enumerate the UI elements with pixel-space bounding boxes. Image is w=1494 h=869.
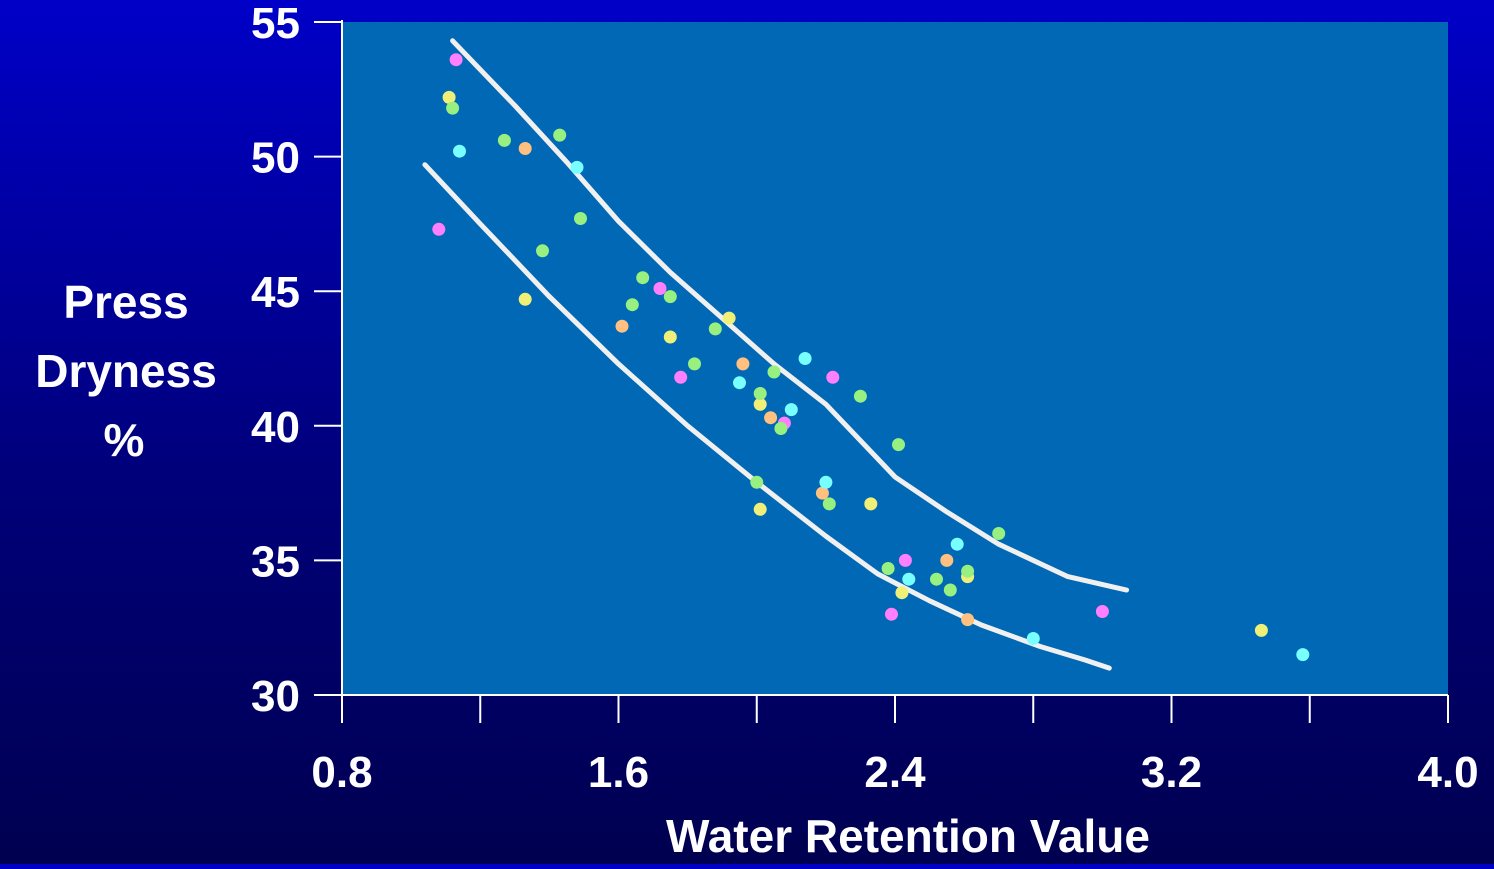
data-point: [961, 613, 975, 627]
data-point: [943, 583, 957, 597]
x-tick-label: 4.0: [1417, 748, 1478, 797]
data-points: [432, 53, 1310, 662]
data-point: [940, 553, 954, 567]
data-point: [892, 438, 905, 452]
data-point: [784, 403, 798, 417]
y-tick-label: 40: [251, 403, 300, 452]
y-ticks: 30 35 40 45 50 55: [251, 0, 342, 721]
data-point: [570, 160, 584, 174]
y-tick-label: 35: [251, 537, 300, 586]
curves: [422, 38, 1130, 671]
data-point: [674, 370, 688, 384]
data-point: [442, 90, 456, 104]
data-point: [449, 53, 463, 67]
y-tick-label: 45: [251, 268, 300, 317]
upper-envelope-curve: [450, 38, 1130, 593]
data-point: [536, 244, 549, 258]
data-point: [736, 357, 750, 371]
data-point: [615, 319, 629, 333]
data-point: [798, 352, 812, 365]
data-point: [961, 564, 975, 578]
data-point: [930, 572, 943, 586]
data-point: [1095, 605, 1109, 618]
data-point: [636, 271, 650, 285]
data-point: [950, 537, 964, 551]
data-point: [518, 292, 532, 306]
data-point: [826, 370, 840, 384]
x-ticks: 0.8 1.6 2.4 3.2 4.0: [311, 695, 1479, 797]
data-point: [722, 311, 736, 325]
data-point: [853, 389, 867, 403]
data-point: [663, 330, 677, 344]
data-point: [895, 586, 909, 600]
data-point: [822, 497, 836, 511]
data-point: [819, 475, 833, 489]
data-point: [1254, 623, 1268, 637]
data-point: [885, 607, 898, 621]
data-point: [518, 142, 532, 155]
y-tick-label: 55: [251, 0, 300, 48]
data-point: [753, 387, 767, 400]
data-point: [992, 527, 1006, 540]
data-point: [753, 502, 767, 516]
data-point: [446, 101, 460, 115]
data-point: [881, 562, 895, 575]
data-point: [453, 144, 466, 158]
data-point: [1296, 648, 1310, 662]
data-point: [497, 133, 511, 147]
data-point: [764, 411, 778, 425]
data-point: [574, 212, 587, 225]
data-point: [864, 497, 878, 511]
data-point: [663, 290, 677, 304]
x-axis-title: Water Retention Value: [666, 810, 1150, 862]
lower-envelope-curve: [422, 162, 1112, 671]
y-axis-title-line-1: Press: [63, 276, 188, 328]
data-point: [625, 298, 639, 312]
y-axis-title-line-3: %: [104, 414, 145, 466]
data-point: [902, 572, 916, 586]
data-point: [1026, 632, 1040, 645]
y-tick-label: 50: [251, 134, 300, 183]
data-point: [708, 322, 722, 336]
data-point: [753, 397, 767, 411]
data-point: [767, 365, 781, 379]
x-tick-label: 3.2: [1141, 748, 1202, 797]
data-point: [653, 282, 667, 295]
x-tick-label: 1.6: [588, 748, 649, 797]
data-point: [733, 376, 746, 390]
y-tick-label: 30: [251, 672, 300, 721]
data-point: [553, 128, 567, 142]
data-point: [815, 486, 829, 500]
x-tick-label: 0.8: [311, 748, 372, 797]
y-axis-title-line-2: Dryness: [35, 345, 217, 397]
data-point: [688, 357, 701, 371]
data-point: [432, 222, 446, 236]
x-tick-label: 2.4: [864, 748, 926, 797]
data-point: [750, 475, 764, 489]
plot-area: [342, 22, 1448, 695]
data-point: [774, 422, 788, 435]
data-point: [898, 553, 912, 567]
